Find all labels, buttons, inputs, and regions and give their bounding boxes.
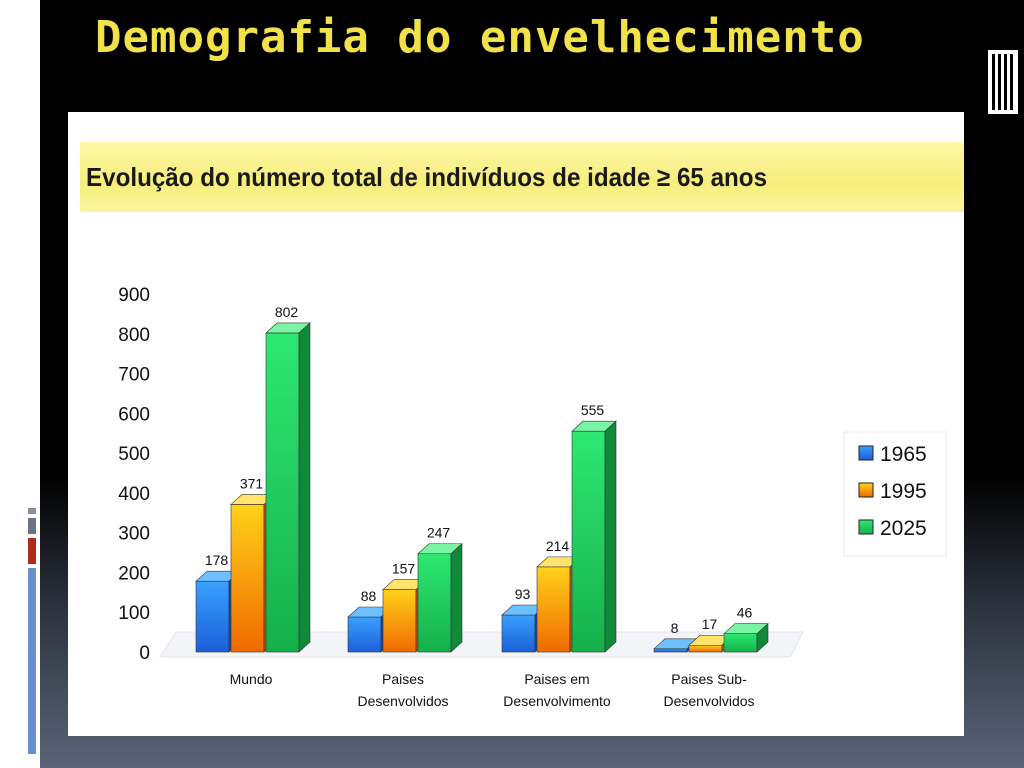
bar-side-2025 [756, 623, 769, 653]
legend-swatch-2025 [858, 519, 874, 535]
slide-title: Demografia do envelhecimento [95, 12, 865, 63]
y-tick-label: 900 [118, 285, 150, 306]
y-tick-label: 600 [118, 404, 150, 425]
category-label: Paises Sub- [671, 671, 747, 687]
chart-panel: Evolução do número total de indivíduos d… [68, 112, 964, 736]
y-tick-label: 700 [118, 365, 150, 386]
data-label: 214 [546, 538, 570, 554]
bar-1995 [688, 644, 723, 653]
data-label: 802 [275, 304, 299, 320]
category-label: Desenvolvidos [663, 693, 754, 709]
chart-title: Evolução do número total de indivíduos d… [86, 162, 768, 192]
bar-1965 [501, 614, 536, 653]
bar-1965 [347, 616, 382, 653]
data-label: 178 [205, 552, 229, 568]
category-label: Paises [382, 671, 424, 687]
y-tick-label: 100 [118, 603, 150, 624]
bar-1995 [230, 504, 265, 653]
chart-floor [159, 631, 804, 658]
bar-chart: 0 100 200 300 400 500 600 700 800 900 178 88 93 8 371 1… [118, 285, 947, 709]
bar-1965 [653, 648, 688, 653]
data-label: 8 [671, 620, 679, 636]
window-lines-icon [988, 50, 1018, 114]
bar-2025 [723, 633, 758, 653]
data-label: 93 [515, 586, 531, 602]
legend-label: 1965 [880, 443, 927, 466]
legend-label: 1995 [880, 480, 927, 503]
legend: 1965 1995 2025 [843, 431, 947, 557]
y-tick-label: 800 [118, 325, 150, 346]
y-tick-label: 200 [118, 563, 150, 584]
bar-side-2025 [298, 322, 311, 653]
data-label: 157 [392, 561, 416, 577]
data-label: 371 [240, 475, 264, 491]
legend-swatch-1965 [858, 445, 874, 461]
legend-label: 2025 [880, 517, 927, 540]
bar-side-2025 [450, 543, 463, 653]
chart-title-banner: Evolução do número total de indivíduos d… [80, 142, 964, 212]
bar-2025 [417, 553, 452, 653]
bar-1965 [195, 580, 230, 653]
bar-1995 [536, 566, 571, 653]
legend-swatch-1995 [858, 482, 874, 498]
data-label: 17 [702, 616, 718, 632]
category-label: Desenvolvimento [503, 693, 611, 709]
data-label: 46 [737, 605, 753, 621]
y-tick-label: 300 [118, 524, 150, 545]
data-label: 555 [581, 402, 605, 418]
bar-side-2025 [604, 420, 617, 653]
data-label: 247 [427, 525, 451, 541]
bar-2025 [571, 430, 606, 653]
y-tick-label: 0 [139, 643, 150, 664]
bar-1995 [382, 589, 417, 653]
y-tick-label: 500 [118, 444, 150, 465]
side-accent-bars-icon [28, 508, 36, 754]
category-label: Mundo [230, 671, 273, 687]
category-label: Paises em [524, 671, 589, 687]
bar-2025 [265, 332, 300, 653]
category-label: Desenvolvidos [357, 693, 448, 709]
data-label: 88 [361, 588, 377, 604]
y-tick-label: 400 [118, 484, 150, 505]
